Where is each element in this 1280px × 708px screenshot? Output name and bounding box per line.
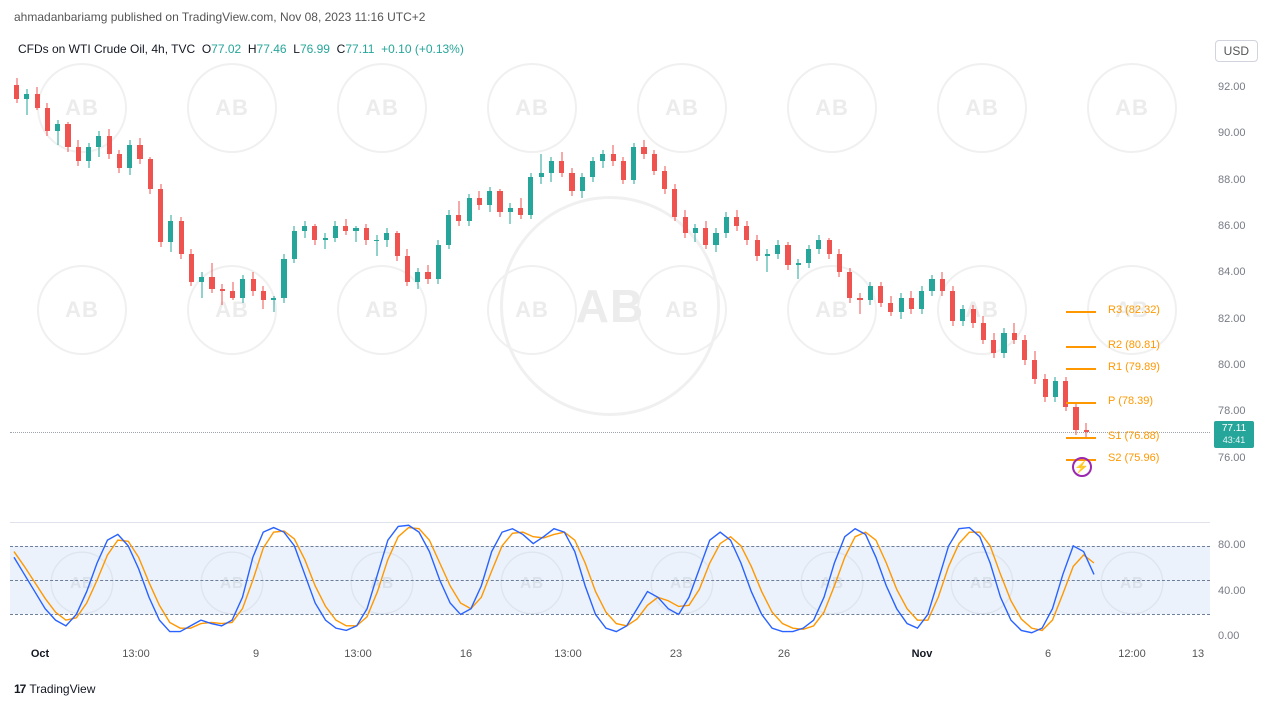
stochastic-chart[interactable]: ABABABABABABABAB [10, 522, 1210, 642]
x-tick-label: 9 [253, 648, 259, 660]
x-tick-label: Nov [912, 648, 933, 660]
price-tag-value: 77.11 [1218, 423, 1250, 435]
x-tick-label: 13 [1192, 648, 1204, 660]
pivot-line-s1 [1066, 437, 1096, 439]
pivot-label-r2: R2 (80.81) [1108, 339, 1160, 351]
price-chart[interactable]: ABABABABABABABABABABABABABABABABABR3 (82… [10, 64, 1210, 504]
y-tick-label: 78.00 [1218, 405, 1246, 417]
pivot-line-p [1066, 402, 1096, 404]
publish-info: ahmadanbariamg published on TradingView.… [14, 10, 425, 24]
y-tick-label: 86.00 [1218, 220, 1246, 232]
ohlc-o-label: O [202, 42, 211, 56]
x-tick-label: 26 [778, 648, 790, 660]
x-tick-label: 13:00 [554, 648, 582, 660]
ohlc-h-label: H [248, 42, 257, 56]
pivot-label-r1: R1 (79.89) [1108, 361, 1160, 373]
indicator-y-tick: 80.00 [1218, 539, 1246, 551]
y-tick-label: 90.00 [1218, 127, 1246, 139]
x-tick-label: 13:00 [122, 648, 150, 660]
currency-badge[interactable]: USD [1215, 40, 1258, 62]
watermark-icon: AB [1087, 63, 1177, 153]
pivot-label-r3: R3 (82.32) [1108, 304, 1160, 316]
stochastic-k-line [14, 525, 1094, 632]
x-tick-label: 23 [670, 648, 682, 660]
stochastic-d-line [14, 528, 1094, 631]
indicator-y-tick: 0.00 [1218, 630, 1239, 642]
symbol-info-line: CFDs on WTI Crude Oil, 4h, TVC O77.02 H7… [18, 42, 464, 56]
current-price-line [10, 432, 1210, 433]
watermark-icon: AB [637, 265, 727, 355]
x-tick-label: 12:00 [1118, 648, 1146, 660]
x-tick-label: 6 [1045, 648, 1051, 660]
watermark-icon: AB [37, 265, 127, 355]
watermark-icon: AB [787, 63, 877, 153]
ohlc-c: 77.11 [345, 42, 374, 56]
watermark-icon: AB [37, 63, 127, 153]
y-tick-label: 88.00 [1218, 174, 1246, 186]
watermark-icon: AB [487, 63, 577, 153]
watermark-icon: AB [937, 63, 1027, 153]
watermark-icon: AB [487, 265, 577, 355]
ohlc-l: 76.99 [300, 42, 330, 56]
lightning-icon[interactable]: ⚡ [1072, 457, 1092, 477]
watermark-icon: AB [337, 265, 427, 355]
symbol-name: CFDs on WTI Crude Oil, 4h, TVC [18, 42, 195, 56]
ohlc-change: +0.10 (+0.13%) [381, 42, 464, 56]
tradingview-logo-icon: 17 [14, 682, 25, 696]
stochastic-y-axis[interactable]: 0.00 40.00 80.00 [1212, 522, 1272, 642]
pivot-line-r2 [1066, 346, 1096, 348]
ohlc-c-label: C [337, 42, 346, 56]
stochastic-lines [10, 523, 1210, 643]
ohlc-o: 77.02 [211, 42, 241, 56]
ohlc-h: 77.46 [257, 42, 287, 56]
y-tick-label: 84.00 [1218, 266, 1246, 278]
pivot-label-p: P (78.39) [1108, 395, 1153, 407]
ohlc-l-label: L [293, 42, 300, 56]
pivot-line-r1 [1066, 368, 1096, 370]
x-tick-label: 16 [460, 648, 472, 660]
tradingview-attribution: 17 TradingView [14, 682, 95, 696]
pivot-label-s1: S1 (76.88) [1108, 430, 1159, 442]
watermark-icon: AB [787, 265, 877, 355]
pivot-line-r3 [1066, 311, 1096, 313]
y-tick-label: 80.00 [1218, 359, 1246, 371]
time-x-axis[interactable]: Oct 13:00 9 13:00 16 13:00 23 26 Nov 6 12:00 13 [10, 648, 1210, 668]
tradingview-brand: TradingView [29, 682, 95, 696]
indicator-y-tick: 40.00 [1218, 585, 1246, 597]
price-tag-countdown: 43:41 [1218, 435, 1250, 446]
x-tick-label: 13:00 [344, 648, 372, 660]
y-tick-label: 92.00 [1218, 81, 1246, 93]
watermark-icon: AB [187, 63, 277, 153]
watermark-icon: AB [337, 63, 427, 153]
y-tick-label: 76.00 [1218, 452, 1246, 464]
watermark-icon: AB [637, 63, 727, 153]
pivot-label-s2: S2 (75.96) [1108, 452, 1159, 464]
current-price-tag: 77.1143:41 [1214, 421, 1254, 448]
x-tick-label: Oct [31, 648, 49, 660]
y-tick-label: 82.00 [1218, 313, 1246, 325]
